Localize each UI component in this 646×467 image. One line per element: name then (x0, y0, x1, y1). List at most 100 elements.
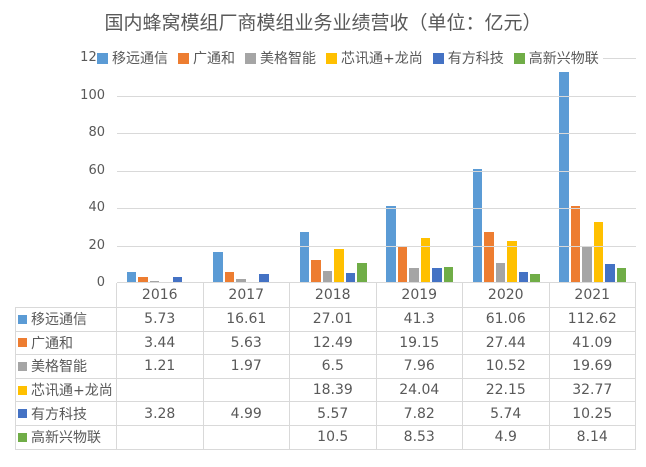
legend-label: 有方科技 (447, 51, 504, 67)
bar-移远通信-2016 (126, 272, 137, 283)
bar-美格智能-2019 (409, 268, 419, 283)
table-header-year: 2020 (463, 283, 550, 308)
bar-高新兴物联-2018 (357, 263, 367, 283)
bar-美格智能-2021 (582, 246, 592, 283)
table-value-cell (117, 425, 204, 450)
legend-label: 移远通信 (112, 51, 168, 67)
bar-芯讯通+龙尚-2020 (507, 241, 517, 283)
table-value-cell (203, 378, 290, 403)
bar-美格智能-2020 (495, 263, 506, 283)
bar-广通和-2019 (397, 247, 408, 283)
bar-有方科技-2016 (172, 276, 183, 283)
bar-group-2016 (117, 58, 204, 283)
table-value-cell: 24.04 (376, 378, 463, 403)
y-axis-tick-label: 40 (88, 200, 105, 215)
table-value-cell: 112.62 (549, 308, 636, 332)
table-value-cell (203, 425, 290, 450)
table-row-label-芯讯通+龙尚: 芯讯通+龙尚 (15, 378, 117, 403)
legend-label: 芯讯通+龙尚 (341, 51, 423, 67)
table-value-cell: 3.28 (117, 402, 204, 426)
table-value-cell: 27.01 (290, 308, 377, 332)
table-row-label-高新兴物联: 高新兴物联 (15, 425, 117, 450)
legend-label: 高新兴物联 (528, 51, 599, 67)
table-value-cell: 10.25 (549, 402, 636, 426)
table-value-cell: 22.15 (463, 378, 550, 403)
table-value-cell: 61.06 (463, 308, 550, 332)
legend-marker-icon (326, 52, 337, 64)
bar-高新兴物联-2020 (530, 273, 540, 283)
table-value-cell: 6.5 (290, 355, 377, 379)
legend-marker-icon (432, 52, 444, 64)
table-value-cell: 8.14 (549, 425, 636, 450)
bar-高新兴物联-2021 (616, 267, 627, 283)
legend-marker-icon (97, 52, 108, 64)
table-value-cell: 1.97 (203, 355, 290, 379)
table-row-label-美格智能: 美格智能 (15, 355, 117, 379)
bar-广通和-2020 (484, 231, 494, 283)
table-header-year: 2016 (117, 283, 204, 308)
bar-广通和-2021 (570, 205, 581, 283)
gridline-y-60 (117, 170, 636, 172)
y-axis-tick-label: 60 (88, 162, 105, 178)
legend-item-美格智能: 美格智能 (245, 48, 316, 68)
series-key-icon (18, 432, 27, 442)
bar-广通和-2018 (311, 259, 321, 283)
table-row-label-text: 广通和 (31, 335, 73, 352)
legend-label: 美格智能 (260, 51, 316, 67)
table-value-cell: 16.61 (203, 308, 290, 332)
bar-group-2018 (290, 58, 377, 283)
bar-有方科技-2019 (432, 268, 442, 283)
legend-item-芯讯通+龙尚: 芯讯通+龙尚 (326, 48, 423, 68)
bar-广通和-2017 (224, 272, 235, 283)
series-key-icon (18, 361, 27, 371)
table-row-label-移远通信: 移远通信 (15, 308, 117, 332)
table-row-label-text: 移远通信 (31, 312, 87, 329)
y-axis-tick-label: 100 (80, 87, 105, 103)
legend-marker-icon (513, 52, 525, 64)
table-row-label-text: 有方科技 (31, 406, 87, 423)
legend-item-有方科技: 有方科技 (432, 48, 504, 68)
table-value-cell: 12.49 (290, 331, 377, 356)
y-axis-tick-label: 80 (88, 125, 105, 140)
bar-groups-container (117, 58, 636, 283)
y-axis-tick-label: 0 (96, 275, 105, 290)
legend-marker-icon (245, 52, 256, 64)
bar-美格智能-2018 (322, 270, 333, 283)
bar-group-2017 (204, 58, 291, 283)
table-header-year: 2018 (290, 283, 377, 308)
table-value-cell: 27.44 (463, 331, 550, 356)
chart-title: 国内蜂窝模组厂商模组业务业绩营收（单位：亿元） (104, 12, 542, 34)
table-value-cell: 41.09 (549, 331, 636, 356)
gridline-y-40 (117, 208, 636, 209)
table-value-cell: 7.82 (376, 402, 463, 426)
table-header-year: 2017 (203, 283, 290, 308)
table-value-cell: 5.57 (290, 402, 377, 426)
table-value-cell: 8.53 (376, 425, 463, 450)
table-value-cell: 19.69 (549, 355, 636, 379)
bar-美格智能-2017 (236, 279, 246, 283)
table-value-cell: 7.96 (376, 355, 463, 379)
bar-有方科技-2020 (518, 272, 529, 283)
y-axis-tick-label: 20 (88, 237, 105, 253)
table-value-cell: 10.5 (290, 425, 377, 450)
table-value-cell: 4.9 (463, 425, 550, 450)
bar-芯讯通+龙尚-2021 (593, 221, 604, 283)
bar-有方科技-2021 (605, 263, 615, 283)
series-key-icon (18, 385, 27, 395)
table-header-year: 2019 (376, 283, 463, 308)
table-value-cell: 5.63 (203, 331, 290, 356)
table-row-label-text: 芯讯通+龙尚 (31, 383, 113, 400)
x-axis-line (117, 282, 636, 283)
table-value-cell: 32.77 (549, 378, 636, 403)
bar-移远通信-2021 (559, 71, 569, 283)
table-value-cell: 5.74 (463, 402, 550, 426)
plot-area (117, 58, 636, 283)
gridline-y-80 (117, 133, 636, 134)
bar-移远通信-2020 (472, 168, 483, 283)
gridline-y-20 (117, 245, 636, 247)
bar-group-2019 (377, 58, 464, 283)
series-key-icon (18, 338, 27, 348)
bar-移远通信-2017 (213, 251, 223, 283)
table-value-cell: 3.44 (117, 331, 204, 356)
